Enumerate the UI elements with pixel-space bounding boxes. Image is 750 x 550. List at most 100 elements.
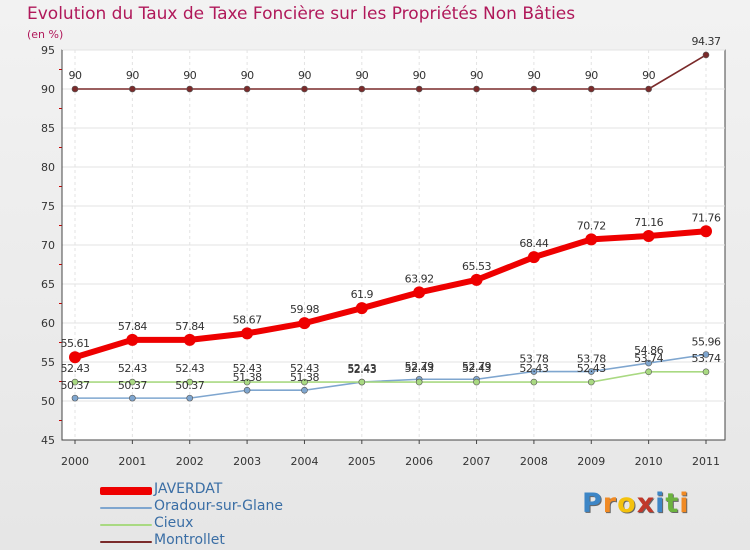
data-label: 71.76 [692, 211, 721, 224]
logo-letter: o [617, 488, 637, 519]
data-label: 71.16 [634, 216, 663, 229]
x-tick-label: 2001 [118, 455, 146, 468]
series-line-montrollet [74, 54, 707, 90]
data-point [702, 351, 710, 358]
data-label: 90 [413, 69, 426, 82]
data-point [415, 85, 423, 93]
x-tick-label: 2006 [405, 455, 433, 468]
data-point [530, 378, 538, 386]
data-label: 70.72 [577, 219, 606, 232]
data-label: 51.38 [290, 371, 319, 384]
y-tick-label: 85 [41, 122, 55, 135]
data-point [243, 386, 251, 394]
y-tick-label: 90 [41, 83, 55, 96]
logo-letter: P [582, 488, 603, 519]
data-point [301, 386, 308, 394]
data-label: 90 [126, 69, 139, 82]
data-label: 90 [298, 69, 311, 82]
data-label: 90 [183, 69, 196, 82]
data-point [298, 317, 311, 330]
data-point [71, 394, 79, 402]
data-label: 52.43 [175, 362, 204, 375]
legend-swatch [100, 487, 152, 495]
data-label: 63.92 [405, 272, 434, 285]
y-tick-label: 65 [41, 278, 55, 291]
data-point [587, 368, 595, 375]
data-point [585, 233, 598, 246]
data-label: 52.43 [118, 362, 147, 375]
legend-swatch [100, 524, 152, 526]
data-label: 53.74 [692, 352, 721, 365]
logo-letter: i [679, 488, 690, 519]
data-point [241, 327, 254, 340]
x-tick-label: 2008 [520, 455, 548, 468]
y-tick-label: 50 [41, 395, 55, 408]
data-point [358, 378, 366, 386]
x-tick-label: 2005 [348, 455, 376, 468]
y-tick-label: 95 [41, 44, 55, 57]
x-tick-label: 2010 [635, 455, 663, 468]
data-point [587, 85, 595, 93]
y-tick-label: 70 [41, 239, 55, 252]
data-point [186, 394, 194, 402]
data-point [645, 85, 652, 93]
data-point [642, 229, 655, 242]
series-line-javerdat [72, 228, 709, 361]
data-label: 52.43 [233, 362, 262, 375]
data-label: 57.84 [118, 320, 147, 333]
x-tick-label: 2000 [61, 455, 89, 468]
data-point [129, 85, 136, 93]
data-label: 52.43 [290, 362, 319, 375]
legend-label: Montrollet [154, 532, 225, 548]
series-line-oradour-sur-glane [74, 353, 707, 399]
series-line-cieux [74, 371, 707, 383]
legend-swatch [100, 507, 152, 509]
logo-letter: t [665, 488, 680, 519]
data-point [71, 85, 79, 93]
data-point [470, 273, 483, 286]
data-point [69, 351, 81, 364]
data-label: 90 [69, 69, 82, 82]
data-point [243, 378, 251, 386]
data-label: 68.44 [519, 237, 548, 250]
data-label: 65.53 [462, 260, 491, 273]
data-point [587, 378, 595, 386]
legend-label: Cieux [154, 515, 194, 531]
data-point [71, 378, 79, 386]
legend-label: Oradour-sur-Glane [154, 498, 283, 514]
data-point [243, 85, 251, 93]
data-point [700, 225, 712, 238]
data-label: 58.67 [233, 313, 262, 326]
data-label: 61.9 [351, 288, 374, 301]
data-label: 50.37 [118, 379, 147, 392]
data-label: 57.84 [175, 320, 204, 333]
x-tick-label: 2003 [233, 455, 261, 468]
data-label: 90 [585, 69, 598, 82]
data-point [530, 368, 538, 375]
data-label: 51.38 [233, 371, 262, 384]
data-label: 90 [642, 69, 655, 82]
data-label: 50.37 [61, 379, 90, 392]
data-label: 52.43 [577, 362, 606, 375]
y-axis-unit: (en %) [27, 28, 64, 41]
data-label: 53.78 [577, 353, 606, 366]
data-point [129, 378, 136, 386]
y-tick-label: 60 [41, 317, 55, 330]
data-point [301, 85, 308, 93]
data-point [355, 302, 368, 315]
data-point [126, 333, 139, 346]
data-point [473, 378, 480, 386]
data-label: 90 [241, 69, 254, 82]
x-tick-label: 2007 [463, 455, 491, 468]
data-point [186, 378, 194, 386]
x-tick-label: 2002 [176, 455, 204, 468]
legend-label: JAVERDAT [154, 481, 223, 497]
y-tick-label: 45 [41, 434, 55, 447]
data-point [702, 51, 710, 59]
data-label: 52.43 [519, 362, 548, 375]
proxiti-logo: Proxiti [582, 488, 690, 519]
data-label: 52.43 [405, 362, 434, 375]
data-point [415, 378, 423, 386]
